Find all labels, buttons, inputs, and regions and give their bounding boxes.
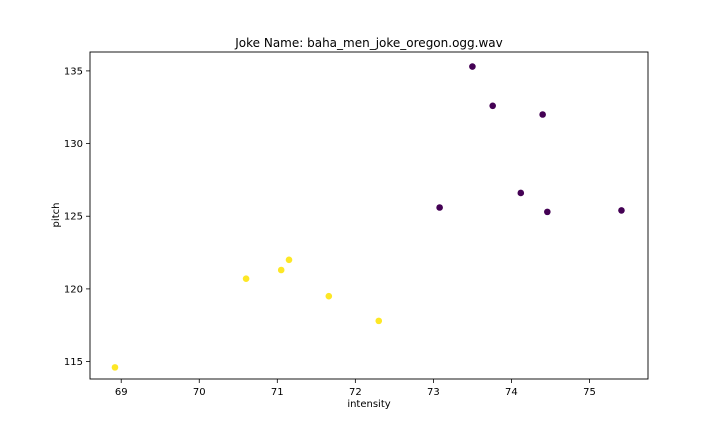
scatter-point — [517, 189, 525, 197]
x-axis-label: intensity — [347, 399, 390, 410]
x-tick-label: 69 — [115, 387, 128, 398]
chart-title: Joke Name: baha_men_joke_oregon.ogg.wav — [234, 36, 502, 50]
y-tick-label: 125 — [64, 212, 83, 223]
axis-ticks: 69 70 71 72 73 74 75 115 120 125 130 135 — [64, 66, 596, 398]
scatter-point — [469, 63, 476, 70]
x-tick-label: 70 — [193, 387, 206, 398]
y-tick-label: 130 — [64, 139, 83, 150]
x-tick-label: 75 — [583, 387, 596, 398]
scatter-point — [277, 266, 285, 274]
scatter-point — [489, 102, 496, 110]
data-points — [111, 63, 625, 371]
x-tick-label: 71 — [271, 387, 284, 398]
scatter-point — [242, 275, 250, 283]
scatter-point — [436, 204, 443, 211]
plot-area-frame — [89, 51, 649, 380]
y-axis-label: pitch — [51, 203, 62, 228]
y-tick-label: 115 — [64, 357, 83, 368]
x-tick-label: 74 — [505, 387, 518, 398]
x-tick-label: 73 — [427, 387, 440, 398]
y-tick-label: 135 — [64, 66, 83, 77]
scatter-point — [325, 292, 333, 300]
y-tick-label: 120 — [64, 284, 83, 295]
x-tick-label: 72 — [349, 387, 362, 398]
scatter-point — [375, 317, 383, 325]
scatter-point — [285, 256, 293, 264]
scatter-point — [618, 207, 625, 214]
scatter-point — [544, 208, 551, 216]
scatter-point — [539, 111, 546, 118]
scatter-point — [111, 364, 119, 371]
